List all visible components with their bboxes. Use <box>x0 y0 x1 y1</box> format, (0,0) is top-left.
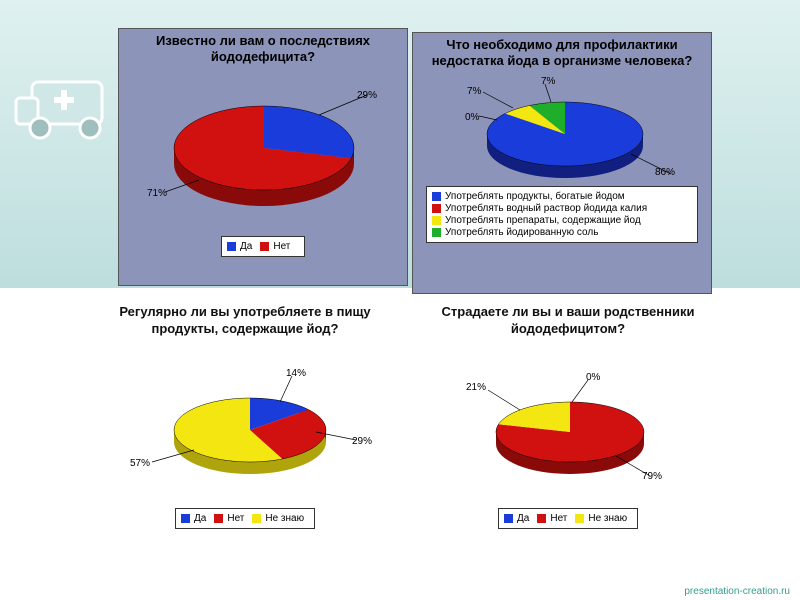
chart4-panel: Страдаете ли вы и ваши родственники йодо… <box>418 300 718 560</box>
chart1-legend-1: Нет <box>273 241 290 252</box>
slide-background: Известно ли вам о последствиях йододефиц… <box>0 0 800 600</box>
chart1-title: Известно ли вам о последствиях йододефиц… <box>119 29 407 70</box>
chart4-legend-0: Да <box>517 513 529 524</box>
chart3-title: Регулярно ли вы употребляете в пищу прод… <box>90 300 400 342</box>
chart4-title: Страдаете ли вы и ваши родственники йодо… <box>418 300 718 342</box>
chart3-legend-1: Нет <box>227 513 244 524</box>
chart1-panel: Известно ли вам о последствиях йододефиц… <box>118 28 408 286</box>
chart3-legend-2: Не знаю <box>265 513 304 524</box>
chart2-legend-2: Употреблять препараты, содержащие йод <box>445 215 641 226</box>
chart1-legend-0: Да <box>240 241 252 252</box>
ambulance-icon <box>12 70 132 150</box>
chart3-panel: Регулярно ли вы употребляете в пищу прод… <box>90 300 400 560</box>
chart3-legend-0: Да <box>194 513 206 524</box>
chart3-legend: Да Нет Не знаю <box>175 508 315 529</box>
chart4-legend-1: Нет <box>550 513 567 524</box>
chart4-legend-2: Не знаю <box>588 513 627 524</box>
footer-link[interactable]: presentation-creation.ru <box>684 586 790 597</box>
chart2-title: Что необходимо для профилактики недостат… <box>413 33 711 74</box>
chart1-legend: Да Нет <box>221 236 305 257</box>
chart2-legend-3: Употреблять йодированную соль <box>445 227 598 238</box>
chart2-panel: Что необходимо для профилактики недостат… <box>412 32 712 294</box>
chart4-legend: Да Нет Не знаю <box>498 508 638 529</box>
chart2-legend-0: Употреблять продукты, богатые йодом <box>445 191 625 202</box>
chart2-legend: Употреблять продукты, богатые йодом Упот… <box>426 186 698 243</box>
chart2-legend-1: Употреблять водный раствор йодида калия <box>445 203 647 214</box>
